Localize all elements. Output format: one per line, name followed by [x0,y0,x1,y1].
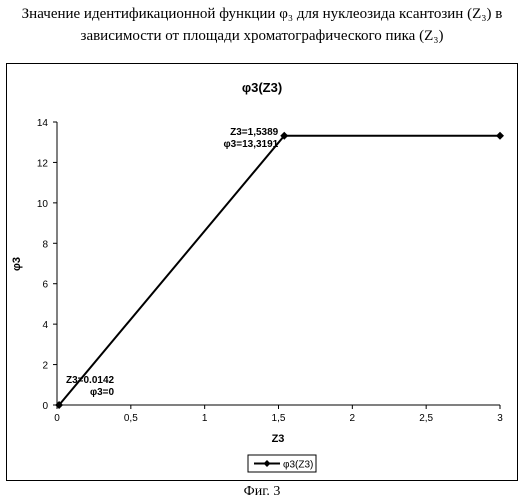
x-tick-label: 3 [497,413,503,424]
x-tick-label: 1 [202,413,208,424]
y-axis-title: φ3 [11,257,23,271]
x-tick-label: 2 [350,413,356,424]
legend: φ3(Z3) [248,455,316,472]
y-tick-label: 6 [42,280,48,291]
axes [53,122,500,409]
data-point-marker [496,132,504,140]
series-layer [55,132,504,409]
y-tick-label: 2 [42,361,48,372]
legend-label: φ3(Z3) [283,460,313,471]
x-axis-title: Z3 [272,433,285,445]
y-tick-label: 4 [42,320,48,331]
annotation-label: φ3=0 [90,387,115,398]
x-tick-label: 0,5 [124,413,138,424]
x-tick-label: 1,5 [272,413,286,424]
y-tick-label: 8 [42,239,48,250]
annotation-label: φ3=13,3191 [224,139,279,150]
y-tick-label: 14 [37,118,49,129]
annotation-label: Z3=0.0142 [66,375,115,386]
chart-title: φ3(Z3) [242,80,282,95]
figure-label: Фиг. 3 [0,484,524,500]
y-tick-label: 0 [42,401,48,412]
y-tick-label: 10 [37,199,49,210]
series-line [59,136,500,405]
annotation-label: Z3=1,5389 [230,127,279,138]
y-tick-label: 12 [37,158,49,169]
x-tick-label: 0 [54,413,60,424]
x-tick-label: 2,5 [419,413,433,424]
